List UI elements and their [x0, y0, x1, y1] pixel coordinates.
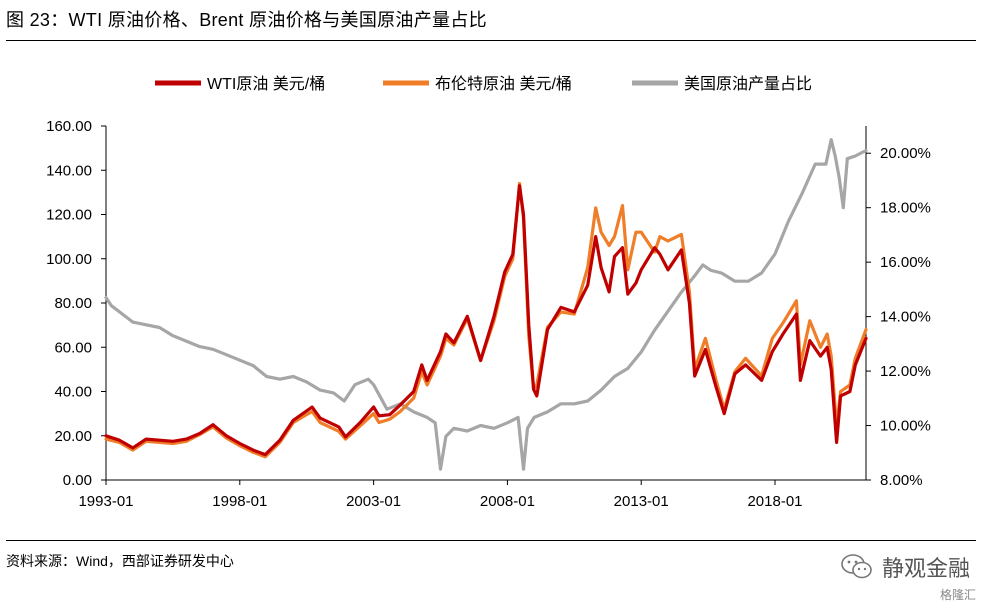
watermark-text: 静观金融	[881, 556, 970, 581]
wechat-icon	[841, 554, 872, 579]
y-left-tick-label: 80.00	[54, 295, 92, 312]
legend-label-2: 美国原油产量占比	[684, 75, 812, 93]
source-note: 资料来源：Wind，西部证券研发中心	[6, 553, 234, 569]
y-right-tick-label: 8.00%	[880, 472, 923, 489]
x-tick-label: 2003-01	[346, 493, 401, 510]
legend-label-1: 布伦特原油 美元/桶	[435, 75, 572, 93]
y-right-tick-label: 16.00%	[880, 254, 931, 271]
y-left-tick-label: 140.00	[46, 162, 92, 179]
x-tick-label: 2008-01	[480, 493, 535, 510]
y-right-tick-label: 20.00%	[880, 145, 931, 162]
y-right-tick-label: 18.00%	[880, 200, 931, 217]
figure-title: 图 23：WTI 原油价格、Brent 原油价格与美国原油产量占比	[6, 10, 487, 30]
x-tick-label: 1998-01	[212, 493, 267, 510]
series-line-2	[104, 138, 868, 471]
y-left-tick-label: 40.00	[54, 384, 92, 401]
y-right-tick-label: 10.00%	[880, 418, 931, 435]
legend: WTI原油 美元/桶 布伦特原油 美元/桶 美国原油产量占比	[155, 75, 812, 93]
series-line-0	[104, 184, 868, 457]
y-left-tick-label: 100.00	[46, 251, 92, 268]
y-left-tick-label: 20.00	[54, 428, 92, 445]
y-left-tick-label: 60.00	[54, 339, 92, 356]
y-left-tick-label: 0.00	[63, 472, 92, 489]
x-tick-label: 1993-01	[78, 493, 133, 510]
x-tick-label: 2018-01	[747, 493, 802, 510]
y-right-tick-label: 12.00%	[880, 363, 931, 380]
series-line-1	[104, 181, 868, 459]
watermark: 静观金融	[840, 551, 970, 583]
axes: 0.00 20.00 40.00 60.00 80.00 100.00 120.00 140.…	[46, 118, 931, 510]
bottom-rule	[6, 540, 976, 541]
watermark-secondary: 格隆汇	[939, 588, 976, 602]
top-rule	[6, 40, 976, 41]
y-left-tick-label: 120.00	[46, 207, 92, 224]
y-left-tick-label: 160.00	[46, 118, 92, 135]
x-tick-label: 2013-01	[614, 493, 669, 510]
legend-label-0: WTI原油 美元/桶	[207, 75, 325, 93]
chart: WTI原油 美元/桶 布伦特原油 美元/桶 美国原油产量占比 0.00 20.00 40…	[46, 75, 931, 510]
y-right-tick-label: 14.00%	[880, 309, 931, 326]
plot-lines	[104, 138, 868, 471]
